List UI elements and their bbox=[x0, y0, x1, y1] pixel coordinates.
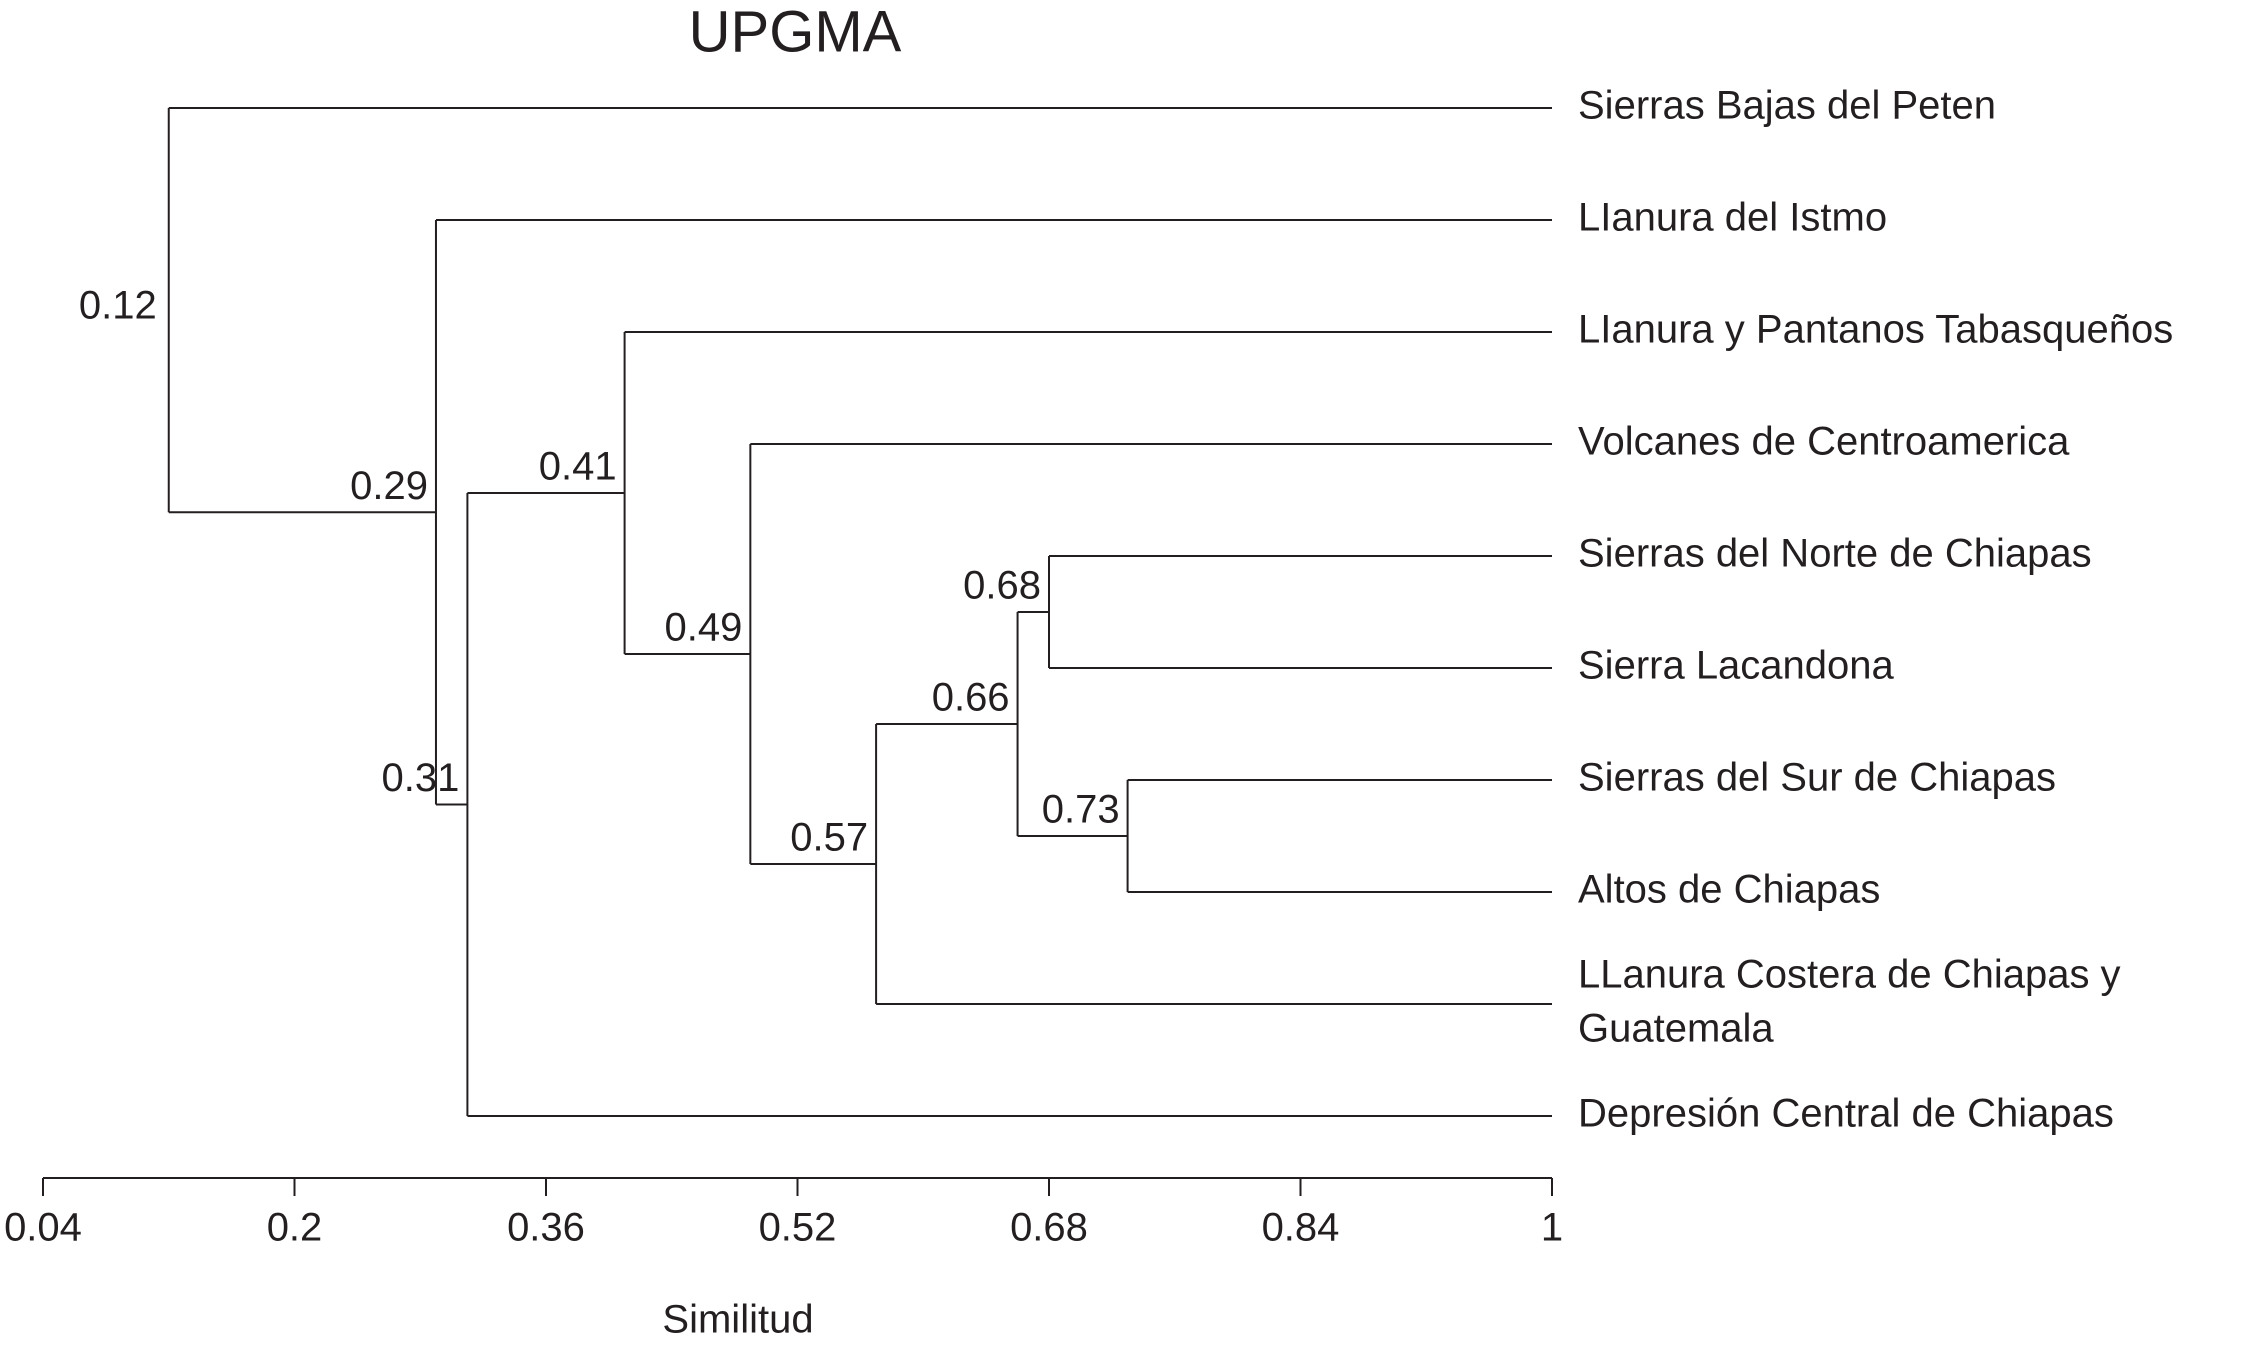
node-label: 0.73 bbox=[1042, 788, 1120, 832]
x-tick-label: 0.84 bbox=[1262, 1206, 1340, 1250]
leaf-label: LIanura y Pantanos Tabasqueños bbox=[1578, 308, 2173, 352]
node-label: 0.29 bbox=[350, 464, 428, 508]
node-label: 0.41 bbox=[539, 445, 617, 489]
x-tick-label: 0.2 bbox=[267, 1206, 323, 1250]
node-label: 0.57 bbox=[790, 816, 868, 860]
node-label: 0.49 bbox=[664, 606, 742, 650]
leaf-label: Depresión Central de Chiapas bbox=[1578, 1092, 2114, 1136]
x-tick-label: 0.68 bbox=[1010, 1206, 1088, 1250]
node-label: 0.66 bbox=[932, 676, 1010, 720]
node-label: 0.31 bbox=[382, 756, 460, 800]
x-tick-label: 0.52 bbox=[759, 1206, 837, 1250]
x-tick-label: 0.04 bbox=[4, 1206, 82, 1250]
chart-title: UPGMA bbox=[689, 0, 902, 64]
node-label: 0.12 bbox=[79, 284, 157, 328]
x-axis-label: Similitud bbox=[662, 1298, 813, 1342]
x-tick-label: 0.36 bbox=[507, 1206, 585, 1250]
leaf-label: Sierras del Norte de Chiapas bbox=[1578, 532, 2092, 576]
x-tick-label: 1 bbox=[1541, 1206, 1563, 1250]
leaf-label: Sierras Bajas del Peten bbox=[1578, 84, 1996, 128]
leaf-label: Volcanes de Centroamerica bbox=[1578, 420, 2070, 464]
leaf-label: Guatemala bbox=[1578, 1007, 1774, 1051]
leaf-label: LIanura del Istmo bbox=[1578, 196, 1887, 240]
leaf-label: Altos de Chiapas bbox=[1578, 868, 1880, 912]
leaf-label: LLanura Costera de Chiapas y bbox=[1578, 953, 2121, 997]
node-label: 0.68 bbox=[963, 564, 1041, 608]
leaf-label: Sierra Lacandona bbox=[1578, 644, 1895, 688]
leaf-label: Sierras del Sur de Chiapas bbox=[1578, 756, 2056, 800]
